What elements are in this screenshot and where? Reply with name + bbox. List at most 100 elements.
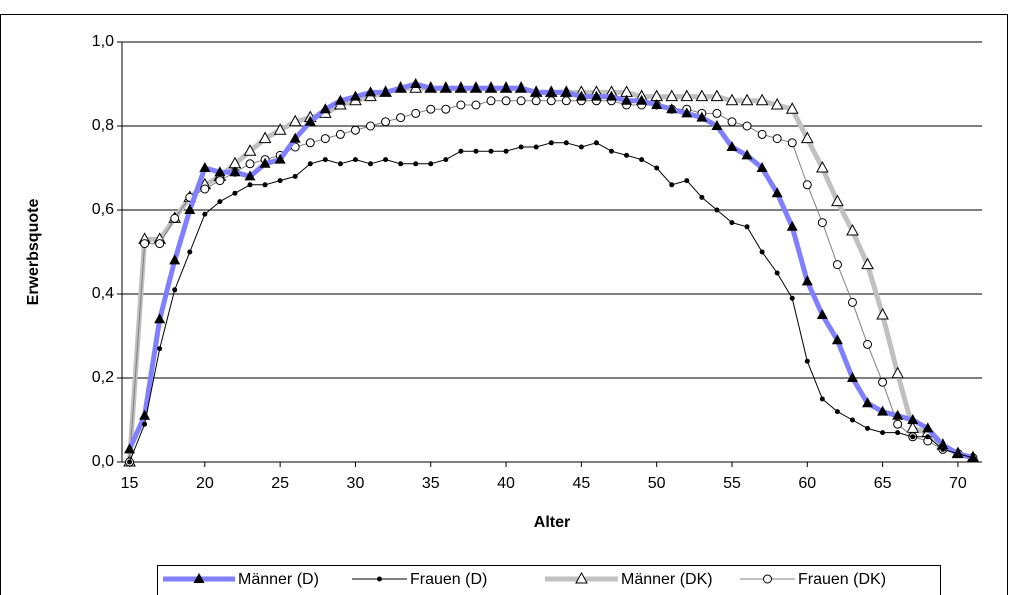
y-tick-label: 0,8 (92, 117, 114, 134)
marker (518, 144, 524, 150)
legend-label: Männer (DK) (621, 571, 713, 588)
marker (669, 182, 675, 188)
marker (349, 90, 361, 101)
marker (381, 117, 391, 127)
marker (485, 82, 497, 93)
marker (455, 82, 467, 93)
marker (804, 358, 810, 364)
marker (861, 257, 874, 270)
legend-marker (575, 571, 588, 584)
marker (200, 184, 210, 194)
marker (892, 409, 904, 420)
x-tick-label: 65 (874, 475, 892, 492)
marker (352, 157, 358, 163)
marker (304, 115, 316, 126)
x-tick-label: 60 (798, 475, 816, 492)
marker (560, 86, 572, 97)
legend-marker (763, 574, 772, 584)
marker (516, 96, 526, 106)
marker (681, 107, 693, 118)
marker (863, 339, 873, 349)
marker (428, 161, 434, 167)
marker (488, 148, 494, 154)
marker (772, 134, 782, 144)
marker (846, 372, 858, 382)
legend-marker (377, 576, 382, 582)
marker (320, 134, 330, 144)
marker (711, 120, 723, 130)
marker (831, 194, 844, 207)
marker (590, 90, 602, 101)
marker (834, 409, 840, 415)
marker (608, 148, 614, 154)
marker (575, 90, 587, 101)
marker (786, 220, 798, 231)
marker (639, 157, 645, 163)
marker (847, 297, 857, 307)
marker (515, 82, 527, 93)
x-tick-label: 30 (347, 475, 365, 492)
marker (395, 82, 407, 93)
marker (744, 224, 750, 230)
marker (621, 94, 633, 105)
marker (486, 96, 496, 106)
x-axis-title: Alter (534, 514, 570, 531)
marker (817, 218, 827, 228)
marker (142, 421, 148, 427)
marker (443, 157, 449, 163)
marker (425, 82, 437, 93)
marker (636, 94, 648, 105)
marker (880, 430, 886, 436)
chart-frame (0, 14, 1008, 595)
legend-label: Männer (D) (238, 571, 319, 588)
marker (124, 443, 136, 454)
marker (548, 140, 554, 146)
x-tick-label: 35 (422, 475, 440, 492)
marker (787, 138, 797, 148)
marker (368, 161, 374, 167)
marker (366, 121, 376, 131)
marker (170, 213, 180, 223)
marker (199, 162, 211, 172)
marker (289, 132, 301, 143)
marker (774, 270, 780, 276)
marker (334, 94, 346, 105)
marker (292, 173, 298, 179)
y-tick-label: 0,2 (92, 369, 114, 386)
legend-label: Frauen (D) (410, 571, 487, 588)
marker (816, 309, 828, 319)
marker (802, 180, 812, 190)
legend-item: Männer (DK) (545, 571, 713, 588)
marker (127, 459, 133, 465)
marker (232, 190, 238, 196)
marker (140, 239, 150, 249)
marker (695, 89, 709, 102)
marker (877, 405, 889, 416)
marker (563, 140, 569, 146)
marker (770, 97, 784, 110)
x-tick-label: 40 (497, 475, 515, 492)
marker (458, 148, 464, 154)
marker (819, 396, 825, 402)
marker (970, 455, 976, 461)
legend-marker (193, 573, 205, 583)
marker (413, 161, 419, 167)
marker (410, 78, 422, 88)
legend-label: Frauen (DK) (798, 571, 886, 588)
marker (789, 295, 795, 301)
marker (501, 96, 511, 106)
marker (940, 446, 946, 452)
marker (277, 178, 283, 184)
marker (337, 161, 343, 167)
marker (273, 123, 287, 135)
marker (651, 99, 663, 109)
marker (440, 82, 452, 93)
marker (832, 260, 842, 270)
marker (274, 153, 286, 164)
marker (259, 157, 271, 168)
marker (398, 161, 404, 167)
marker (305, 138, 315, 148)
marker (756, 162, 768, 172)
